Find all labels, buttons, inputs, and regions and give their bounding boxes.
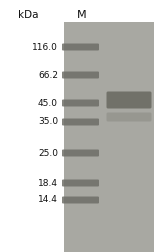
Text: 116.0: 116.0 xyxy=(32,43,58,51)
FancyBboxPatch shape xyxy=(62,44,99,50)
Text: 66.2: 66.2 xyxy=(38,71,58,79)
FancyBboxPatch shape xyxy=(62,72,99,79)
FancyBboxPatch shape xyxy=(62,197,99,204)
FancyBboxPatch shape xyxy=(107,112,152,121)
Text: kDa: kDa xyxy=(18,10,38,20)
Text: 45.0: 45.0 xyxy=(38,99,58,108)
FancyBboxPatch shape xyxy=(62,179,99,186)
Text: 35.0: 35.0 xyxy=(38,117,58,127)
FancyBboxPatch shape xyxy=(107,91,152,109)
FancyBboxPatch shape xyxy=(62,118,99,125)
Text: 25.0: 25.0 xyxy=(38,148,58,158)
Text: 14.4: 14.4 xyxy=(38,196,58,205)
Bar xyxy=(64,22,154,252)
Text: 18.4: 18.4 xyxy=(38,178,58,187)
FancyBboxPatch shape xyxy=(62,100,99,107)
FancyBboxPatch shape xyxy=(62,149,99,156)
Text: M: M xyxy=(77,10,87,20)
